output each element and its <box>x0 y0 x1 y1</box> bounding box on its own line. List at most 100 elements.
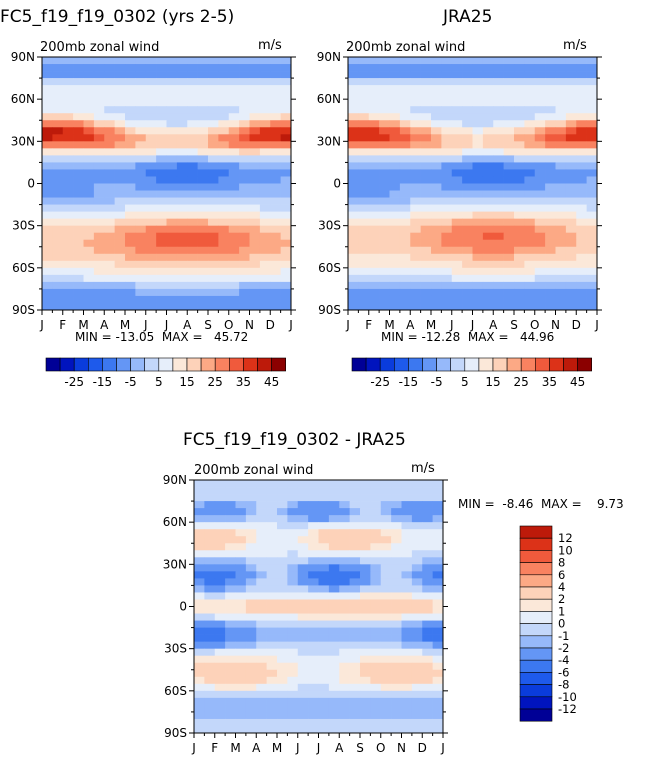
contour-cell <box>410 288 421 297</box>
contour-cell <box>93 295 105 304</box>
contour-cell <box>339 494 350 502</box>
x-tick-label: M <box>120 318 130 332</box>
contour-cell <box>73 197 84 205</box>
contour-cell <box>239 302 250 311</box>
contour-cell <box>451 281 463 290</box>
contour-cell <box>399 169 411 177</box>
contour-cell <box>514 64 525 72</box>
contour-cell <box>514 190 525 198</box>
contour-cell <box>166 274 178 283</box>
contour-cell <box>370 515 382 523</box>
contour-cell <box>197 71 209 79</box>
contour-cell <box>239 239 250 248</box>
contour-cell <box>472 106 484 114</box>
contour-cell <box>270 162 281 170</box>
contour-cell <box>42 295 53 304</box>
contour-cell <box>391 690 402 699</box>
contour-cell <box>93 162 105 170</box>
contour-cell <box>391 536 402 544</box>
contour-cell <box>259 176 271 184</box>
x-tick-label: D <box>266 318 275 332</box>
contour-cell <box>104 120 115 128</box>
contour-cell <box>176 218 188 227</box>
contour-cell <box>259 134 271 142</box>
contour-cell <box>194 585 205 593</box>
contour-cell <box>208 78 219 86</box>
contour-cell <box>239 183 250 191</box>
contour-cell <box>197 267 209 276</box>
contour-cell <box>235 711 247 720</box>
colorbar: -25 -15 -5 5 15 25 35 45 <box>45 357 287 389</box>
contour-cell <box>83 267 95 276</box>
contour-cell <box>368 183 380 191</box>
contour-cell <box>187 113 198 121</box>
contour-cell <box>576 288 587 297</box>
contour-cell <box>565 57 577 65</box>
contour-cell <box>225 529 236 537</box>
contour-cell <box>225 536 236 544</box>
contour-cell <box>360 627 371 635</box>
contour-cell <box>368 64 380 72</box>
contour-cell <box>380 564 392 572</box>
contour-cell <box>358 134 370 142</box>
contour-cell <box>83 162 95 170</box>
contour-cell <box>228 64 240 72</box>
contour-cell <box>208 295 219 304</box>
contour-cell <box>360 578 371 586</box>
contour-cell <box>93 190 105 198</box>
colorbar: -25 -15 -5 5 15 25 35 45 <box>351 357 592 389</box>
contour-cell <box>125 169 136 177</box>
contour-cell <box>204 655 216 664</box>
contour-cell <box>420 113 432 121</box>
contour-cell <box>370 536 382 544</box>
contour-cell <box>239 106 250 114</box>
contour-cell <box>370 564 382 572</box>
contour-cell <box>208 302 219 311</box>
contour-cell <box>422 494 433 502</box>
contour-cell <box>576 197 587 205</box>
contour-cell <box>125 232 136 241</box>
contour-cell <box>401 662 413 671</box>
contour-cell <box>586 260 598 269</box>
contour-cell <box>266 557 278 565</box>
x-tick-label: S <box>204 318 212 332</box>
contour-cell <box>380 557 392 565</box>
contour-cell <box>380 620 392 628</box>
colorbar-label: -8 <box>558 678 569 692</box>
contour-cell <box>93 239 105 248</box>
contour-cell <box>93 218 105 227</box>
contour-cell <box>349 522 361 530</box>
contour-cell <box>339 662 350 671</box>
contour-cell <box>360 648 371 657</box>
contour-cell <box>104 57 115 65</box>
y-tick-label: 90S <box>318 303 341 317</box>
contour-cell <box>204 676 216 685</box>
contour-cell <box>441 141 453 149</box>
contour-cell <box>225 515 236 523</box>
contour-cell <box>73 162 84 170</box>
contour-cell <box>166 64 178 72</box>
contour-cell <box>214 718 226 727</box>
contour-cell <box>93 113 105 121</box>
contour-cell <box>239 197 250 205</box>
contour-cell <box>451 246 463 255</box>
contour-cell <box>576 141 587 149</box>
contour-cell <box>524 134 536 142</box>
contour-cell <box>565 92 577 100</box>
contour-cell <box>83 246 95 255</box>
contour-cell <box>472 281 484 290</box>
contour-cell <box>270 190 281 198</box>
contour-cell <box>389 183 401 191</box>
contour-cell <box>441 99 453 107</box>
contour-cell <box>239 190 250 198</box>
contour-cell <box>228 127 240 135</box>
contour-cell <box>256 564 267 572</box>
colorbar-swatch <box>519 537 553 551</box>
contour-cell <box>328 655 340 664</box>
contour-cell <box>83 141 95 149</box>
contour-cell <box>308 620 319 628</box>
contour-cell <box>42 134 53 142</box>
contour-cell <box>524 169 536 177</box>
contour-cell <box>266 662 278 671</box>
contour-cell <box>214 627 226 635</box>
